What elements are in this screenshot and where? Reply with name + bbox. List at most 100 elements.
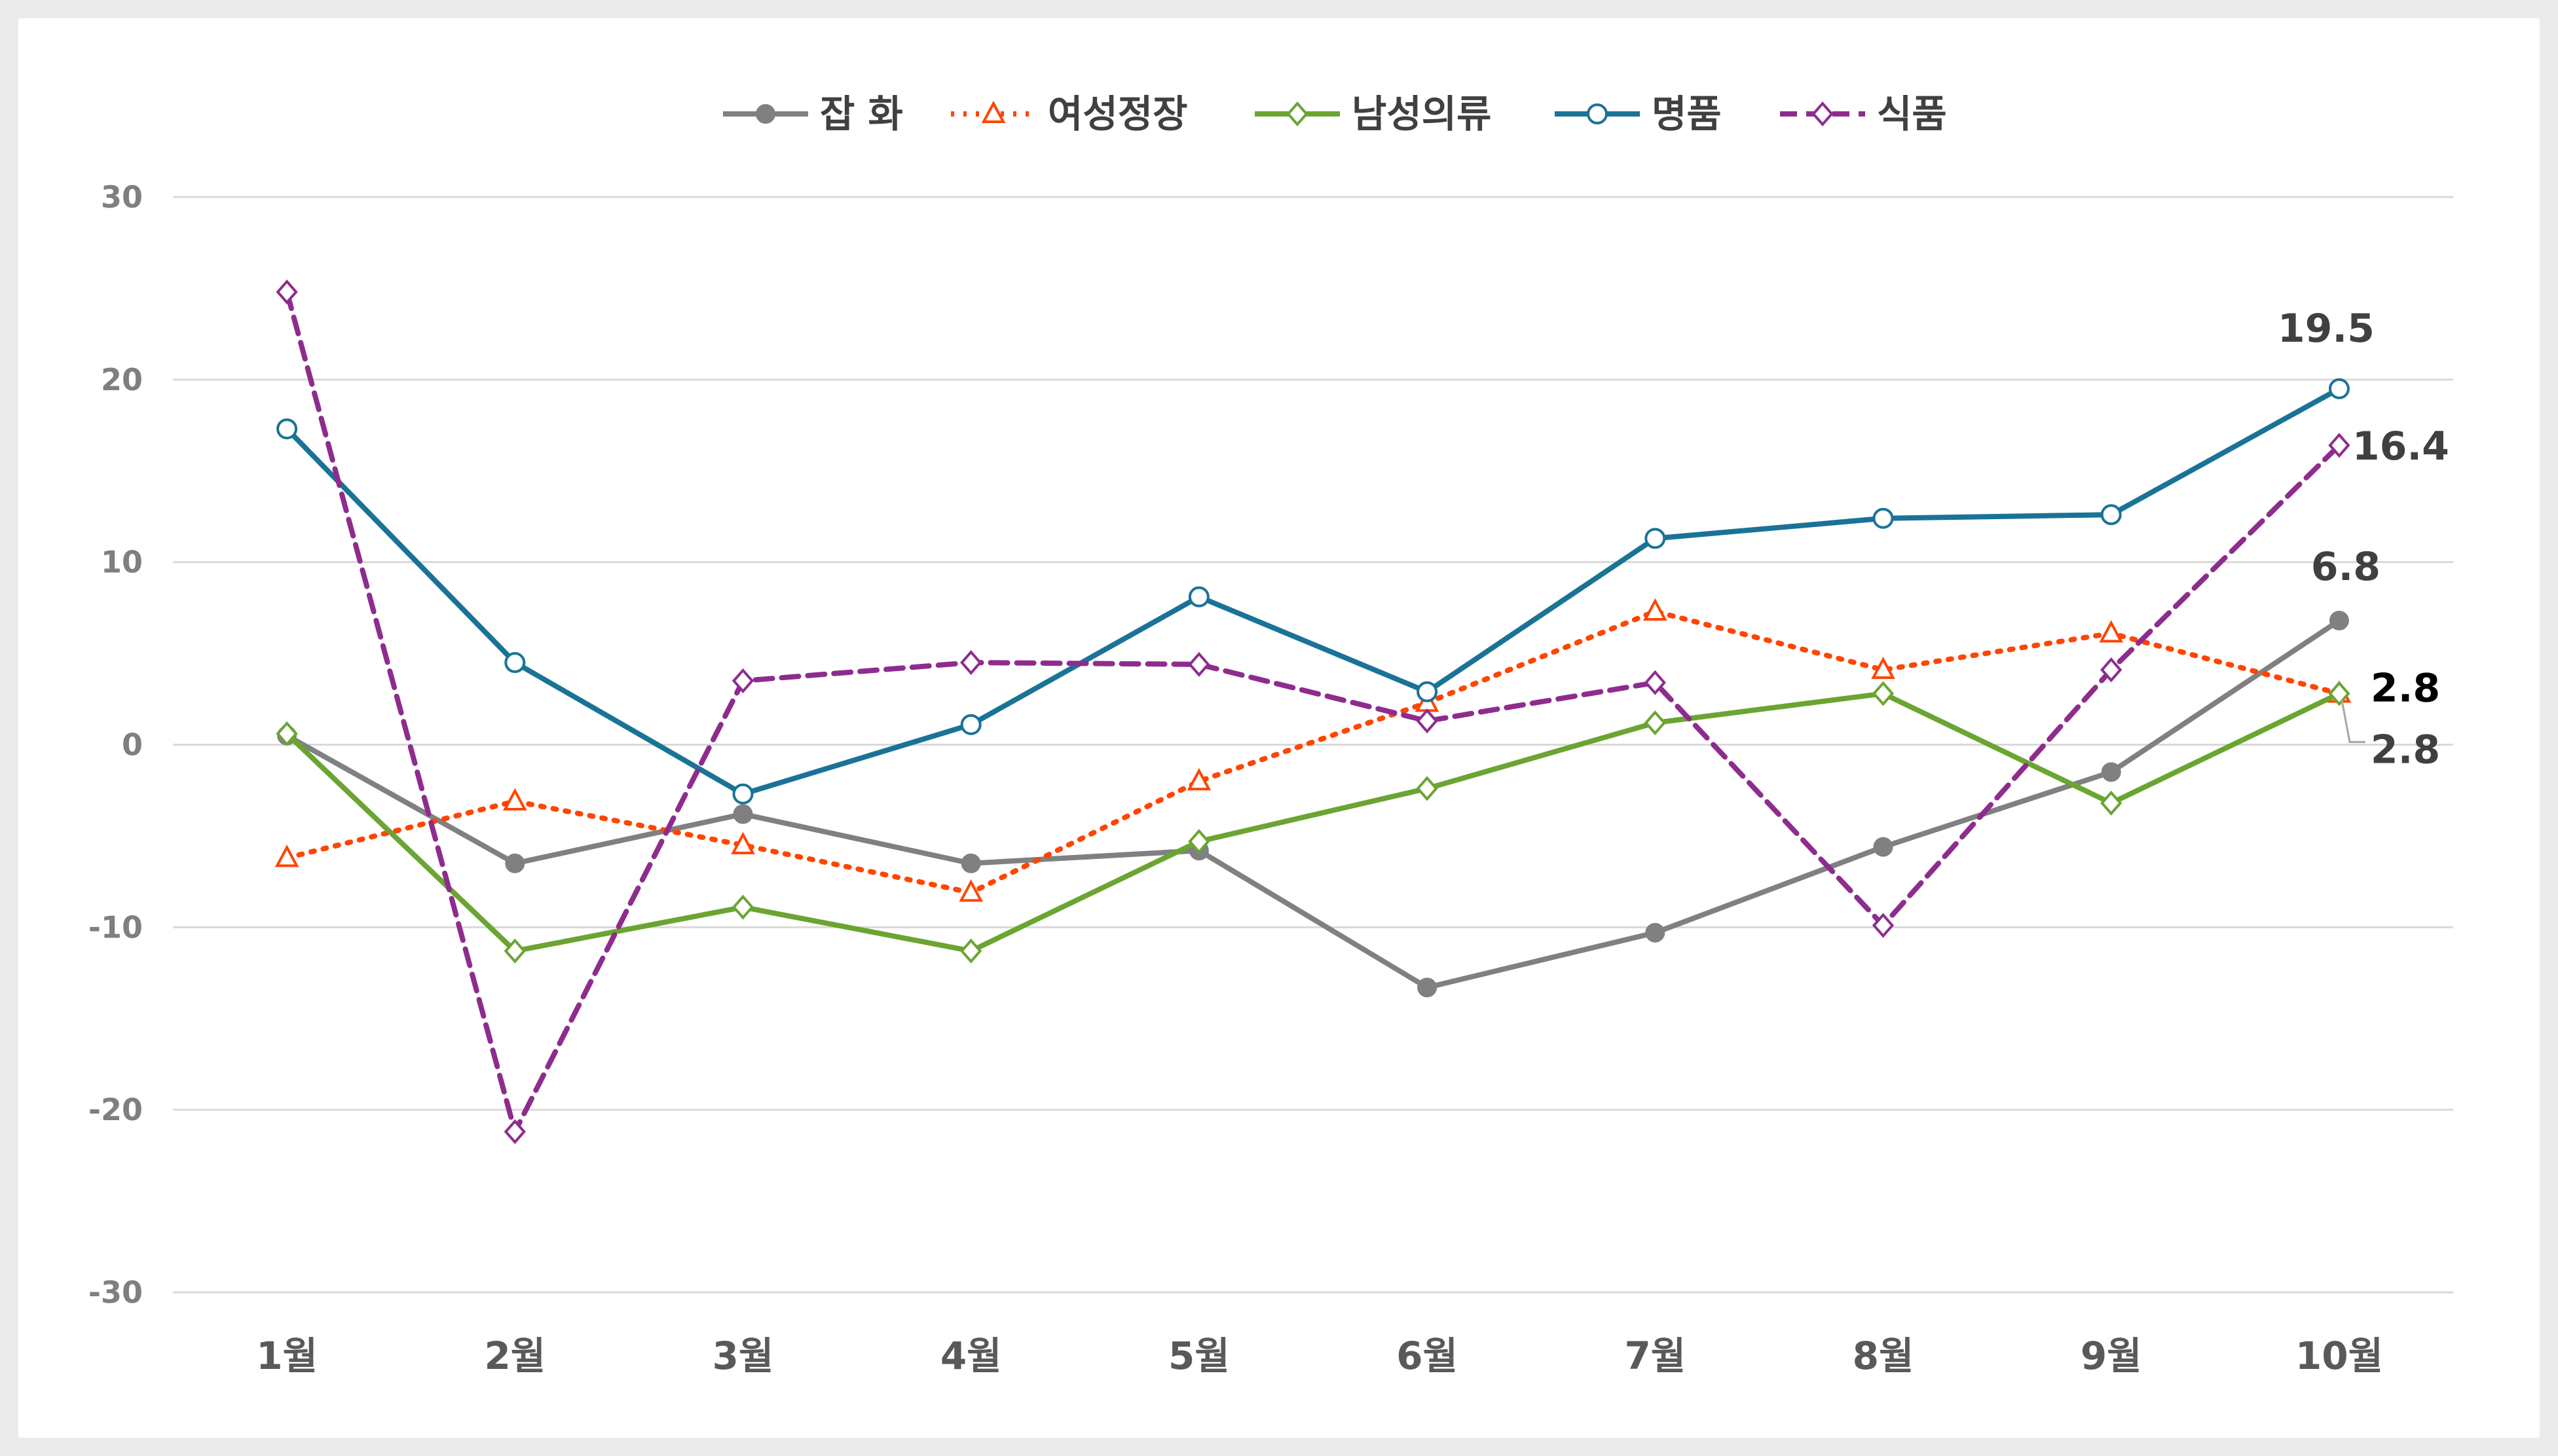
x-tick-label: 10월 bbox=[2295, 1334, 2383, 1378]
data-label-leader bbox=[2341, 700, 2365, 743]
data-point bbox=[2100, 504, 2122, 526]
data-point bbox=[2099, 620, 2124, 643]
data-point bbox=[1416, 776, 1438, 801]
data-point bbox=[732, 894, 754, 920]
data-point bbox=[1188, 829, 1210, 854]
data-label: 19.5 bbox=[2278, 306, 2375, 352]
legend-item: 식품 bbox=[1780, 92, 1947, 136]
y-tick-label: 30 bbox=[101, 179, 143, 215]
legend-label: 여성정장 bbox=[1048, 92, 1187, 136]
legend-item: 잡 화 bbox=[723, 92, 903, 136]
data-point bbox=[504, 652, 526, 674]
data-point bbox=[732, 668, 754, 693]
data-point bbox=[276, 279, 298, 305]
x-axis: 1월 2월 3월 4월 5월 6월 7월 8월 9월 10월 bbox=[256, 1334, 2383, 1378]
data-point bbox=[733, 804, 753, 824]
data-point bbox=[959, 879, 984, 902]
y-tick-label: -20 bbox=[88, 1092, 143, 1127]
data-point bbox=[2100, 657, 2122, 683]
data-point bbox=[1188, 651, 1210, 677]
data-point bbox=[2328, 681, 2350, 706]
data-point bbox=[504, 938, 526, 964]
x-tick-label: 1월 bbox=[256, 1334, 318, 1378]
data-label: 16.4 bbox=[2352, 424, 2449, 469]
data-point bbox=[1644, 528, 1666, 549]
data-point bbox=[2328, 378, 2350, 399]
data-point bbox=[1872, 681, 1895, 706]
legend-label: 식품 bbox=[1877, 92, 1947, 136]
data-point bbox=[276, 418, 298, 440]
data-point bbox=[1642, 598, 1667, 621]
data-point bbox=[505, 853, 525, 873]
data-point bbox=[1187, 768, 1212, 791]
legend-item: 여성정장 bbox=[951, 92, 1187, 136]
series-3 bbox=[276, 681, 2350, 964]
data-point bbox=[2329, 610, 2349, 630]
line-chart: 30 20 10 0 -10 -20 -30 1월 2월 3월 4월 5월 6월 7월 8월 9월 10월 잡… bbox=[88, 92, 2453, 1378]
chart-panel: 30 20 10 0 -10 -20 -30 1월 2월 3월 4월 5월 6월 7월 8월 9월 10월 잡… bbox=[18, 18, 2540, 1438]
data-point bbox=[1872, 913, 1895, 938]
legend-label: 남성의류 bbox=[1352, 92, 1491, 136]
legend-marker bbox=[981, 100, 1006, 123]
gridlines bbox=[173, 196, 2453, 1294]
legend-item: 남성의류 bbox=[1255, 92, 1491, 136]
data-label: 6.8 bbox=[2311, 544, 2381, 590]
data-point bbox=[2100, 790, 2122, 816]
series-5 bbox=[276, 279, 2350, 1144]
data-point bbox=[2328, 433, 2350, 458]
y-tick-label: 0 bbox=[122, 727, 143, 763]
legend-marker bbox=[1587, 103, 1608, 124]
x-tick-label: 4월 bbox=[940, 1334, 1002, 1378]
data-point bbox=[1416, 708, 1438, 734]
data-point bbox=[2101, 762, 2121, 782]
series-line bbox=[284, 386, 2342, 797]
legend: 잡 화 여성정장 남성의류 명품 식품 bbox=[723, 92, 1947, 136]
legend-marker bbox=[1286, 101, 1308, 127]
x-tick-label: 2월 bbox=[484, 1334, 546, 1378]
series-line bbox=[284, 289, 2342, 1135]
y-tick-label: -10 bbox=[88, 909, 143, 945]
x-tick-label: 6월 bbox=[1396, 1334, 1458, 1378]
data-point bbox=[960, 938, 982, 964]
y-tick-label: 10 bbox=[101, 545, 143, 580]
series-line bbox=[284, 608, 2342, 896]
x-tick-label: 8월 bbox=[1853, 1334, 1914, 1378]
data-point bbox=[960, 649, 982, 676]
data-point bbox=[1417, 681, 1438, 702]
data-label: 2.8 bbox=[2371, 665, 2440, 711]
data-point bbox=[731, 831, 755, 854]
x-tick-label: 9월 bbox=[2081, 1334, 2142, 1378]
legend-marker bbox=[1811, 101, 1834, 127]
legend-label: 명품 bbox=[1652, 92, 1722, 136]
data-point bbox=[1873, 837, 1893, 857]
data-point bbox=[732, 783, 754, 805]
y-tick-label: 20 bbox=[101, 362, 143, 397]
data-point bbox=[502, 788, 527, 810]
data-point bbox=[504, 1119, 526, 1144]
plot-area bbox=[274, 279, 2352, 1144]
y-axis: 30 20 10 0 -10 -20 -30 bbox=[88, 179, 143, 1310]
x-tick-label: 3월 bbox=[713, 1334, 774, 1378]
data-point bbox=[276, 721, 298, 746]
data-point bbox=[1417, 977, 1437, 998]
data-label: 2.8 bbox=[2371, 727, 2440, 773]
data-point bbox=[274, 845, 299, 867]
y-tick-label: -30 bbox=[88, 1275, 143, 1310]
series-4 bbox=[276, 378, 2350, 805]
data-point bbox=[1645, 922, 1665, 943]
legend-item: 명품 bbox=[1555, 92, 1722, 136]
legend-marker bbox=[756, 104, 775, 124]
data-labels: 19.5 16.4 6.8 2.8 2.8 bbox=[2278, 306, 2449, 773]
x-tick-label: 5월 bbox=[1168, 1334, 1230, 1378]
x-tick-label: 7월 bbox=[1624, 1334, 1686, 1378]
series-line bbox=[284, 691, 2342, 954]
data-point bbox=[1644, 670, 1666, 695]
data-point bbox=[961, 853, 981, 873]
data-point bbox=[1871, 656, 1895, 680]
data-point bbox=[960, 714, 982, 735]
data-point bbox=[1644, 710, 1666, 736]
legend-label: 잡 화 bbox=[820, 92, 903, 136]
data-point bbox=[1872, 507, 1894, 529]
series-line bbox=[284, 617, 2342, 991]
data-point bbox=[1188, 586, 1210, 608]
